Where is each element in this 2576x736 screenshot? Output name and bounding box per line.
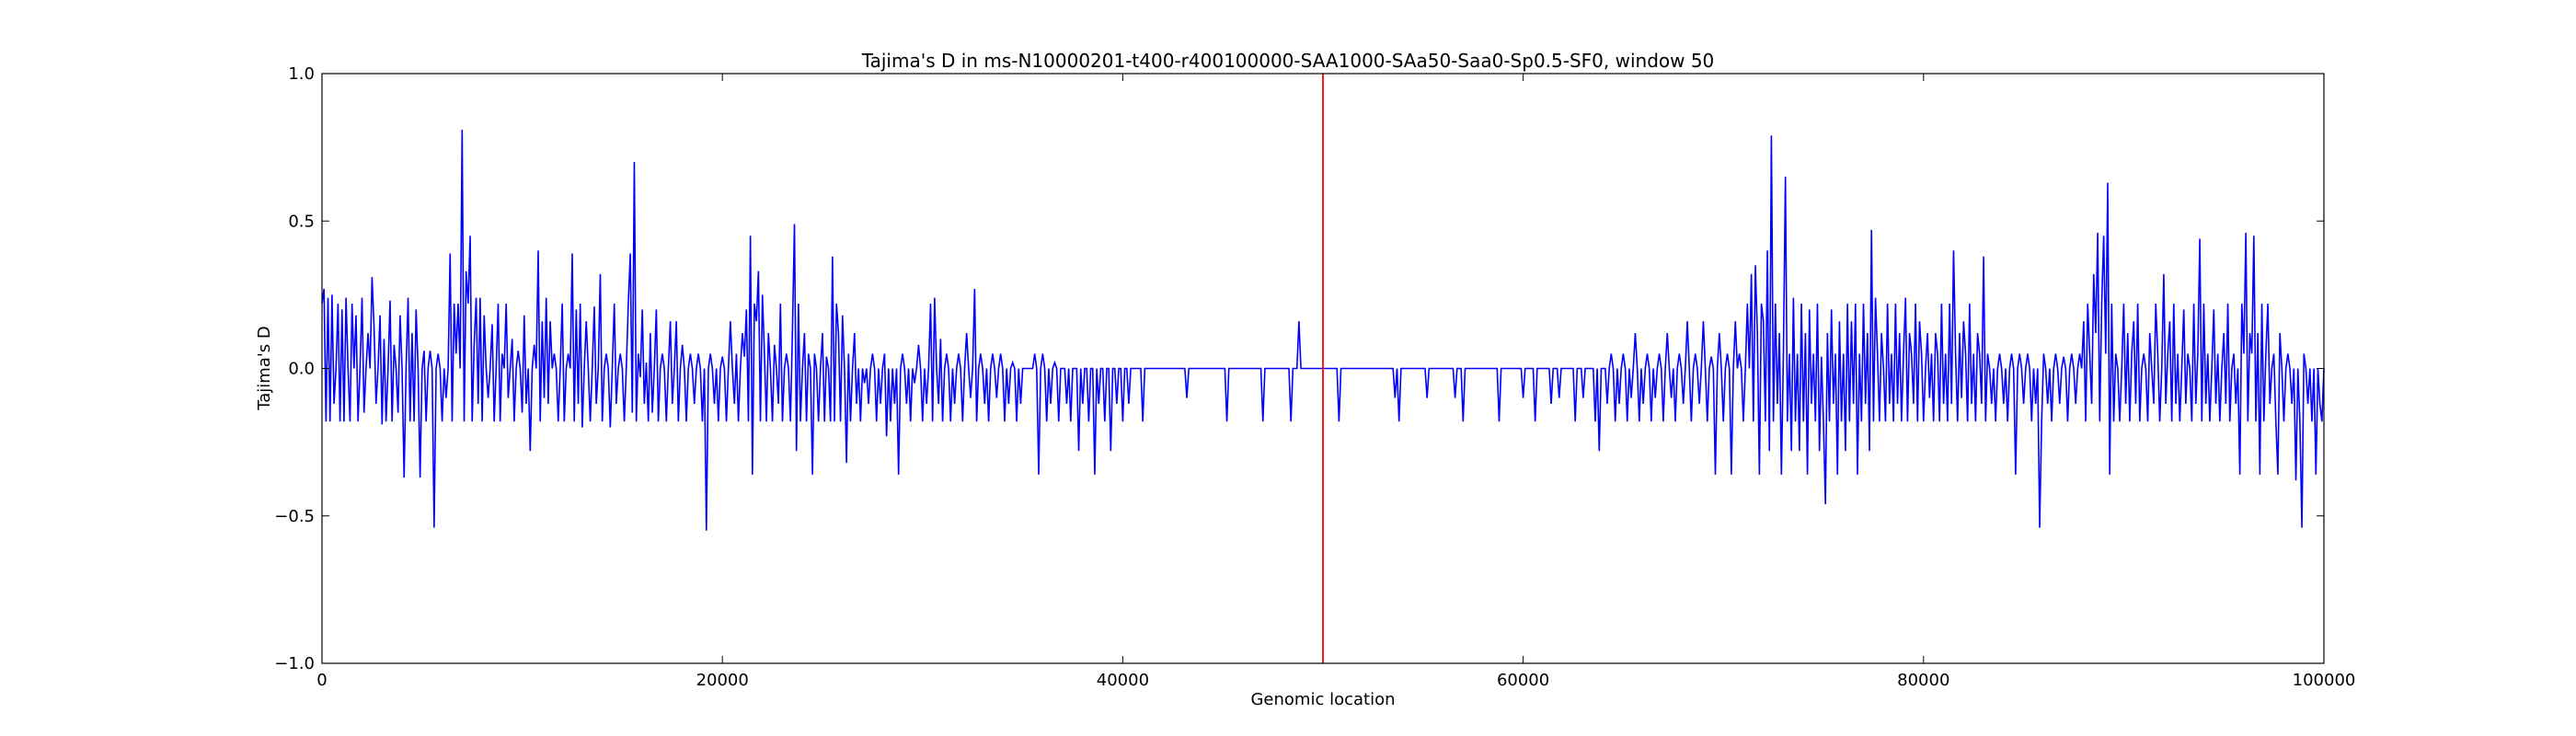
x-tick-label: 100000: [2293, 671, 2356, 690]
x-axis-label: Genomic location: [1250, 690, 1395, 709]
x-tick-label: 20000: [696, 671, 749, 690]
x-tick-label: 40000: [1097, 671, 1149, 690]
plot-area: [321, 73, 2325, 664]
x-axis: 0 20000 40000 60000 80000 100000: [316, 74, 2355, 690]
chart-title: Tajima's D in ms-N10000201-t400-r4001000…: [861, 50, 1715, 72]
y-tick-label: 1.0: [288, 64, 315, 84]
y-tick-label: −1.0: [274, 654, 315, 673]
y-tick-label: −0.5: [274, 507, 315, 526]
x-tick-label: 0: [316, 671, 327, 690]
y-tick-label: 0.5: [288, 212, 315, 231]
x-tick-label: 80000: [1897, 671, 1949, 690]
y-axis: 1.0 0.5 0.0 −0.5 −1.0: [274, 64, 2324, 673]
y-tick-label: 0.0: [288, 360, 315, 379]
x-tick-label: 60000: [1497, 671, 1549, 690]
y-axis-label: Tajima's D: [255, 326, 274, 411]
